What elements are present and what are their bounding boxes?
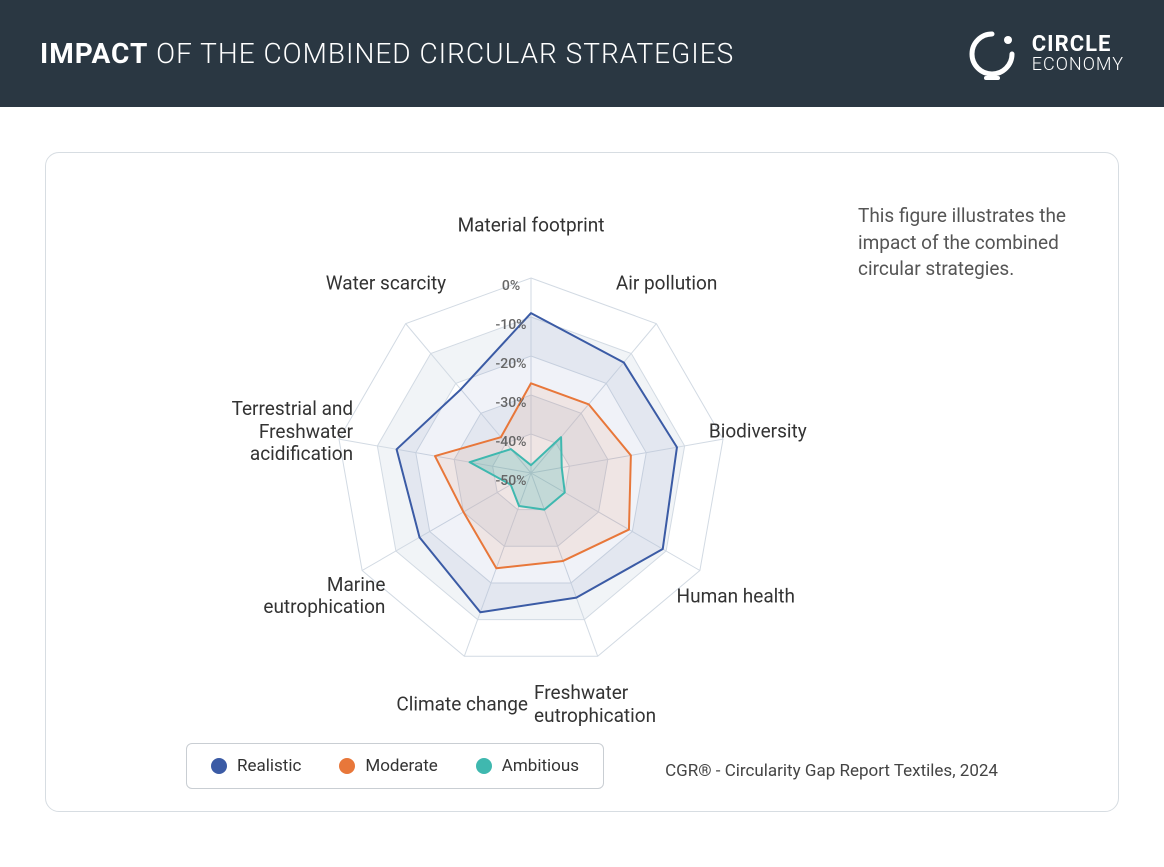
tick-label: -30% — [496, 395, 527, 411]
axis-label: Material footprint — [441, 215, 621, 238]
legend-item-moderate: Moderate — [339, 756, 437, 776]
radar-chart: 0% -10% -20% -30% -40% -50% Material footprint… — [86, 183, 806, 823]
legend-label: Realistic — [237, 756, 301, 776]
axis-label: Marine eutrophication — [205, 574, 385, 620]
logo-text: CIRCLE ECONOMY — [1032, 33, 1124, 75]
legend-dot — [211, 758, 227, 774]
legend: Realistic Moderate Ambitious — [186, 743, 604, 789]
chart-panel: 0% -10% -20% -30% -40% -50% Material footprint… — [45, 152, 1119, 812]
axis-label: Air pollution — [616, 272, 796, 295]
logo-line1: CIRCLE — [1032, 33, 1124, 56]
legend-dot — [339, 758, 355, 774]
legend-item-realistic: Realistic — [211, 756, 301, 776]
title-rest: OF THE COMBINED CIRCULAR STRATEGIES — [148, 37, 734, 70]
tick-label: -20% — [496, 356, 527, 372]
page-title: IMPACT OF THE COMBINED CIRCULAR STRATEGI… — [40, 37, 734, 70]
tick-label: -40% — [496, 434, 527, 450]
legend-label: Moderate — [365, 756, 437, 776]
description: This figure illustrates the impact of th… — [858, 203, 1078, 283]
logo-line2: ECONOMY — [1032, 56, 1124, 75]
title-bold: IMPACT — [40, 37, 148, 70]
legend-label: Ambitious — [502, 756, 579, 776]
axis-label: Biodiversity — [709, 420, 889, 443]
tick-label: -50% — [496, 473, 527, 489]
axis-label: Terrestrial andFreshwateracidification — [173, 398, 353, 466]
axis-label: Human health — [677, 585, 857, 608]
logo: CIRCLE ECONOMY — [966, 28, 1124, 80]
tick-label: 0% — [502, 278, 520, 294]
legend-dot — [476, 758, 492, 774]
axis-label: Water scarcity — [266, 272, 446, 295]
source-label: CGR® - Circularity Gap Report Textiles, … — [665, 761, 998, 781]
content: 0% -10% -20% -30% -40% -50% Material footprint… — [0, 107, 1164, 857]
axis-label: Climate change — [348, 694, 528, 717]
axis-label: Freshwater eutrophication — [534, 682, 714, 728]
logo-icon — [966, 28, 1018, 80]
legend-item-ambitious: Ambitious — [476, 756, 579, 776]
header: IMPACT OF THE COMBINED CIRCULAR STRATEGI… — [0, 0, 1164, 107]
tick-label: -10% — [496, 317, 527, 333]
